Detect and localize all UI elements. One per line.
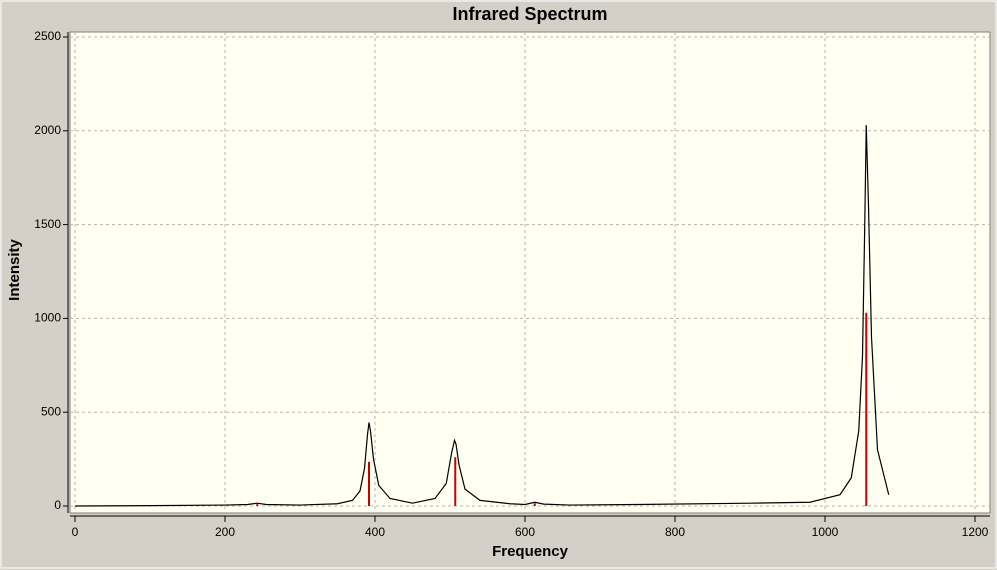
- y-tick-label: 2000: [34, 123, 61, 137]
- x-tick-label: 1000: [812, 525, 839, 539]
- x-tick-label: 1200: [962, 525, 989, 539]
- y-tick-label: 500: [41, 404, 61, 418]
- y-tick-label: 1000: [34, 311, 61, 325]
- x-tick-label: 0: [72, 525, 79, 539]
- x-axis-label: Frequency: [492, 543, 569, 560]
- plot-area: [69, 31, 991, 514]
- x-tick-label: 600: [515, 525, 535, 539]
- x-tick-label: 200: [215, 525, 235, 539]
- x-tick-label: 400: [365, 525, 385, 539]
- y-tick-label: 0: [54, 498, 61, 512]
- x-tick-label: 800: [665, 525, 685, 539]
- y-tick-label: 1500: [34, 217, 61, 231]
- chart-title: Infrared Spectrum: [452, 4, 607, 24]
- spectrum-line: [74, 125, 890, 507]
- y-axis-label: Intensity: [6, 239, 23, 301]
- y-tick-label: 2500: [34, 29, 61, 43]
